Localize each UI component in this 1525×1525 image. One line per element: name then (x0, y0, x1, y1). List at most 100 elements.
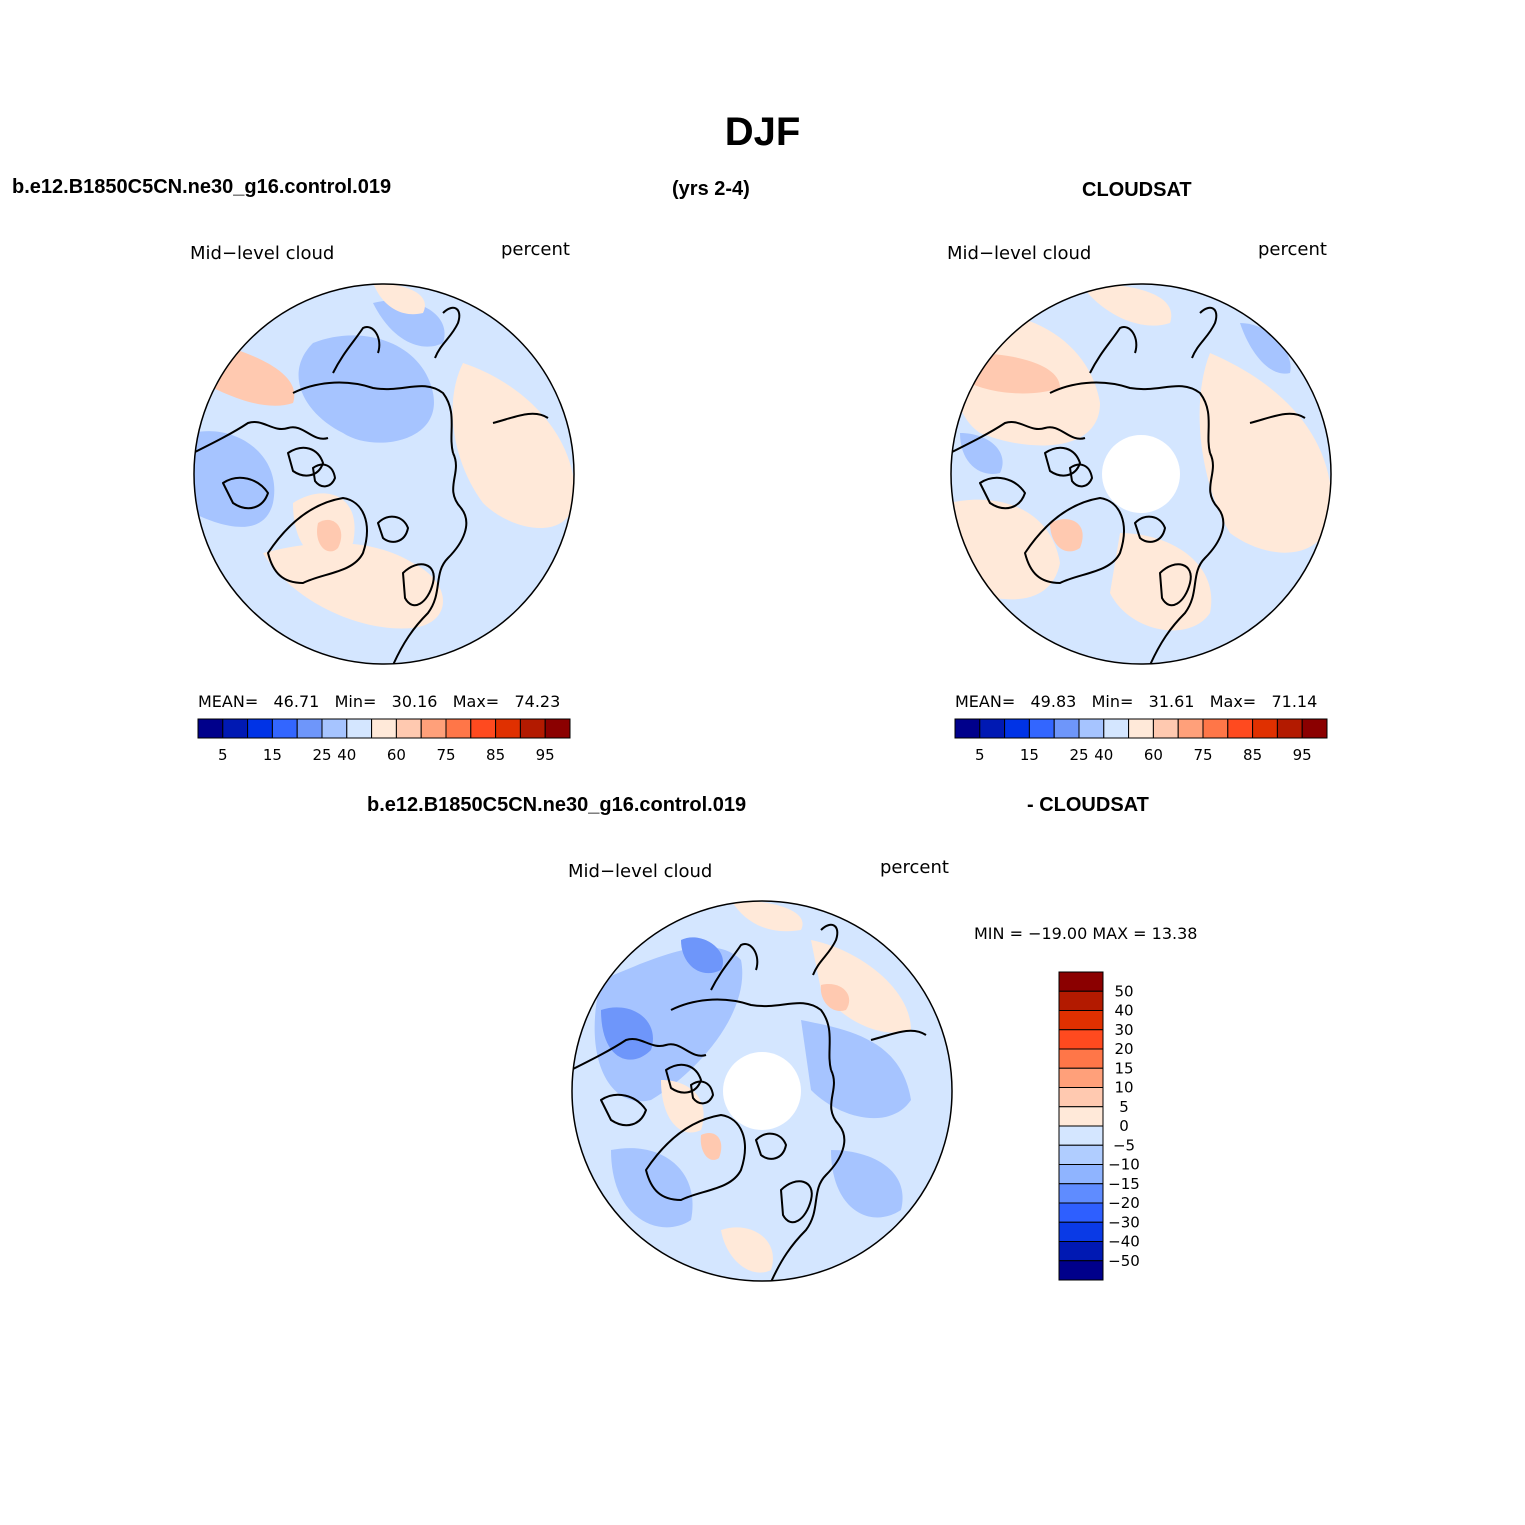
model-map-contour-region (298, 335, 434, 443)
model-min-value: 30.16 (391, 692, 438, 711)
model-polar-map (193, 283, 575, 665)
difference-colorbar-swatch (1058, 1029, 1104, 1050)
years-label: (yrs 2-4) (672, 178, 750, 200)
cloudsat-polar-map (950, 283, 1332, 665)
difference-map-coastline (812, 923, 839, 976)
cloudsat-map-missing-data-hole (1102, 435, 1180, 513)
cloudsat-colorbar-tick-label: 85 (1243, 746, 1262, 764)
cloudsat-colorbar-swatch (979, 718, 1006, 739)
cloudsat-min-label: Min= (1091, 692, 1134, 711)
cloudsat-map-coastline (1134, 515, 1166, 543)
difference-map-coastline (870, 1029, 927, 1041)
difference-colorbar-tick-label: 10 (1114, 1079, 1133, 1097)
cloudsat-map-coastline (951, 420, 1086, 454)
cloudsat-mean-value: 49.83 (1030, 692, 1077, 711)
model-map-contour-region (452, 363, 574, 528)
difference-colorbar-swatch (1058, 990, 1104, 1011)
difference-colorbar-tick-label: −15 (1108, 1175, 1140, 1193)
cloudsat-max-label: Max= (1209, 692, 1257, 711)
model-map-contour-region (263, 543, 443, 629)
cloudsat-map-coastline (1049, 381, 1211, 454)
difference-colorbar-tick-label: −10 (1108, 1156, 1140, 1174)
model-colorbar-tick-label: 75 (436, 746, 455, 764)
cloudsat-colorbar-swatch (1202, 718, 1229, 739)
model-map-coastline (194, 420, 329, 454)
difference-map-coastline (755, 1132, 787, 1160)
difference-map-contour-region (700, 1132, 722, 1160)
difference-colorbar-tick-label: 5 (1119, 1098, 1129, 1116)
cloudsat-colorbar-swatch (1004, 718, 1030, 739)
cloudsat-colorbar-swatch (1301, 718, 1328, 739)
difference-map-contour-region (831, 1150, 903, 1218)
cloudsat-colorbar-swatch (1152, 718, 1179, 739)
cloudsat-mean-label: MEAN= (955, 692, 1016, 711)
difference-colorbar-tick-label: −50 (1108, 1252, 1140, 1270)
model-map-coastline (292, 381, 454, 454)
cloudsat-colorbar-tick-label: 15 (1020, 746, 1039, 764)
difference-map-contour-region (820, 984, 850, 1011)
difference-colorbar-swatch (1058, 1087, 1104, 1108)
model-colorbar-tick-label: 5 (218, 746, 228, 764)
model-min-label: Min= (334, 692, 377, 711)
page-title: DJF (724, 110, 801, 154)
model-colorbar-swatch (271, 718, 298, 739)
model-colorbar-swatch (395, 718, 422, 739)
difference-colorbar-swatch (1058, 1067, 1104, 1088)
difference-map-coastline (770, 1069, 846, 1281)
cloudsat-colorbar-tick-label: 95 (1293, 746, 1312, 764)
difference-colorbar-swatch (1058, 971, 1104, 992)
difference-colorbar-tick-label: 15 (1114, 1059, 1133, 1077)
cloudsat-map-coastline (1249, 412, 1306, 424)
model-colorbar-swatch (247, 718, 273, 739)
difference-colorbar-swatch (1058, 1164, 1104, 1185)
model-colorbar-swatch (222, 718, 249, 739)
cloudsat-colorbar-swatch (1103, 718, 1130, 739)
cloudsat-min-value: 31.61 (1148, 692, 1195, 711)
model-colorbar-tick-label: 85 (486, 746, 505, 764)
model-map-coastline (312, 463, 336, 488)
model-colorbar-swatch (544, 718, 571, 739)
model-map-coastline (222, 476, 269, 510)
difference-map-coastline (670, 998, 832, 1071)
cloudsat-colorbar-tick-label: 25 (1069, 746, 1088, 764)
model-map-contour-region (373, 300, 445, 347)
difference-colorbar-swatch (1058, 1260, 1104, 1281)
cloudsat-map-coastline (1024, 497, 1125, 584)
difference-colorbar-swatch (1058, 1241, 1104, 1262)
difference-colorbar-swatch (1058, 1106, 1104, 1127)
difference-colorbar-swatch (1058, 1125, 1104, 1146)
model-map-boundary (193, 283, 575, 665)
difference-map-coastline (665, 1063, 702, 1094)
difference-map-coastline (710, 943, 759, 991)
cloudsat-colorbar-swatch (1028, 718, 1055, 739)
diff-obs-title: - CLOUDSAT (1027, 794, 1149, 816)
difference-colorbar-swatch (1058, 1202, 1104, 1223)
cloudsat-colorbar-swatch (1276, 718, 1303, 739)
model-map-coastline (492, 412, 549, 424)
cloudsat-map-coastline (1044, 446, 1081, 477)
model-map-contour-region (373, 284, 425, 315)
difference-map-coastline (600, 1093, 647, 1127)
difference-colorbar-swatch (1058, 1048, 1104, 1069)
difference-map-contour-region (594, 947, 743, 1102)
model-colorbar-tick-label: 95 (536, 746, 555, 764)
difference-map-coastline (780, 1180, 813, 1224)
cloudsat-colorbar-tick-label: 40 (1094, 746, 1113, 764)
cloudsat-map-contour-region (1240, 323, 1291, 374)
cloudsat-map-coastline (1191, 306, 1218, 359)
model-mean-value: 46.71 (273, 692, 320, 711)
model-map-coastline (267, 497, 368, 584)
difference-colorbar-tick-label: 30 (1114, 1021, 1133, 1039)
difference-map-coastline (645, 1114, 746, 1201)
model-colorbar-swatch (346, 718, 373, 739)
cloudsat-map-coastline (1149, 452, 1225, 664)
diff-minmax: MIN = −19.00 MAX = 13.38 (974, 924, 1198, 943)
difference-colorbar-tick-label: 50 (1114, 982, 1133, 1000)
model-case-title: b.e12.B1850C5CN.ne30_g16.control.019 (12, 176, 392, 198)
model-colorbar-tick-label: 40 (337, 746, 356, 764)
difference-map-coastline (572, 1037, 707, 1071)
diff-variable-label: Mid−level cloud (568, 861, 713, 882)
model-map-coastline (392, 452, 468, 664)
model-colorbar-tick-label: 25 (312, 746, 331, 764)
difference-map-contour-region (721, 1227, 773, 1273)
